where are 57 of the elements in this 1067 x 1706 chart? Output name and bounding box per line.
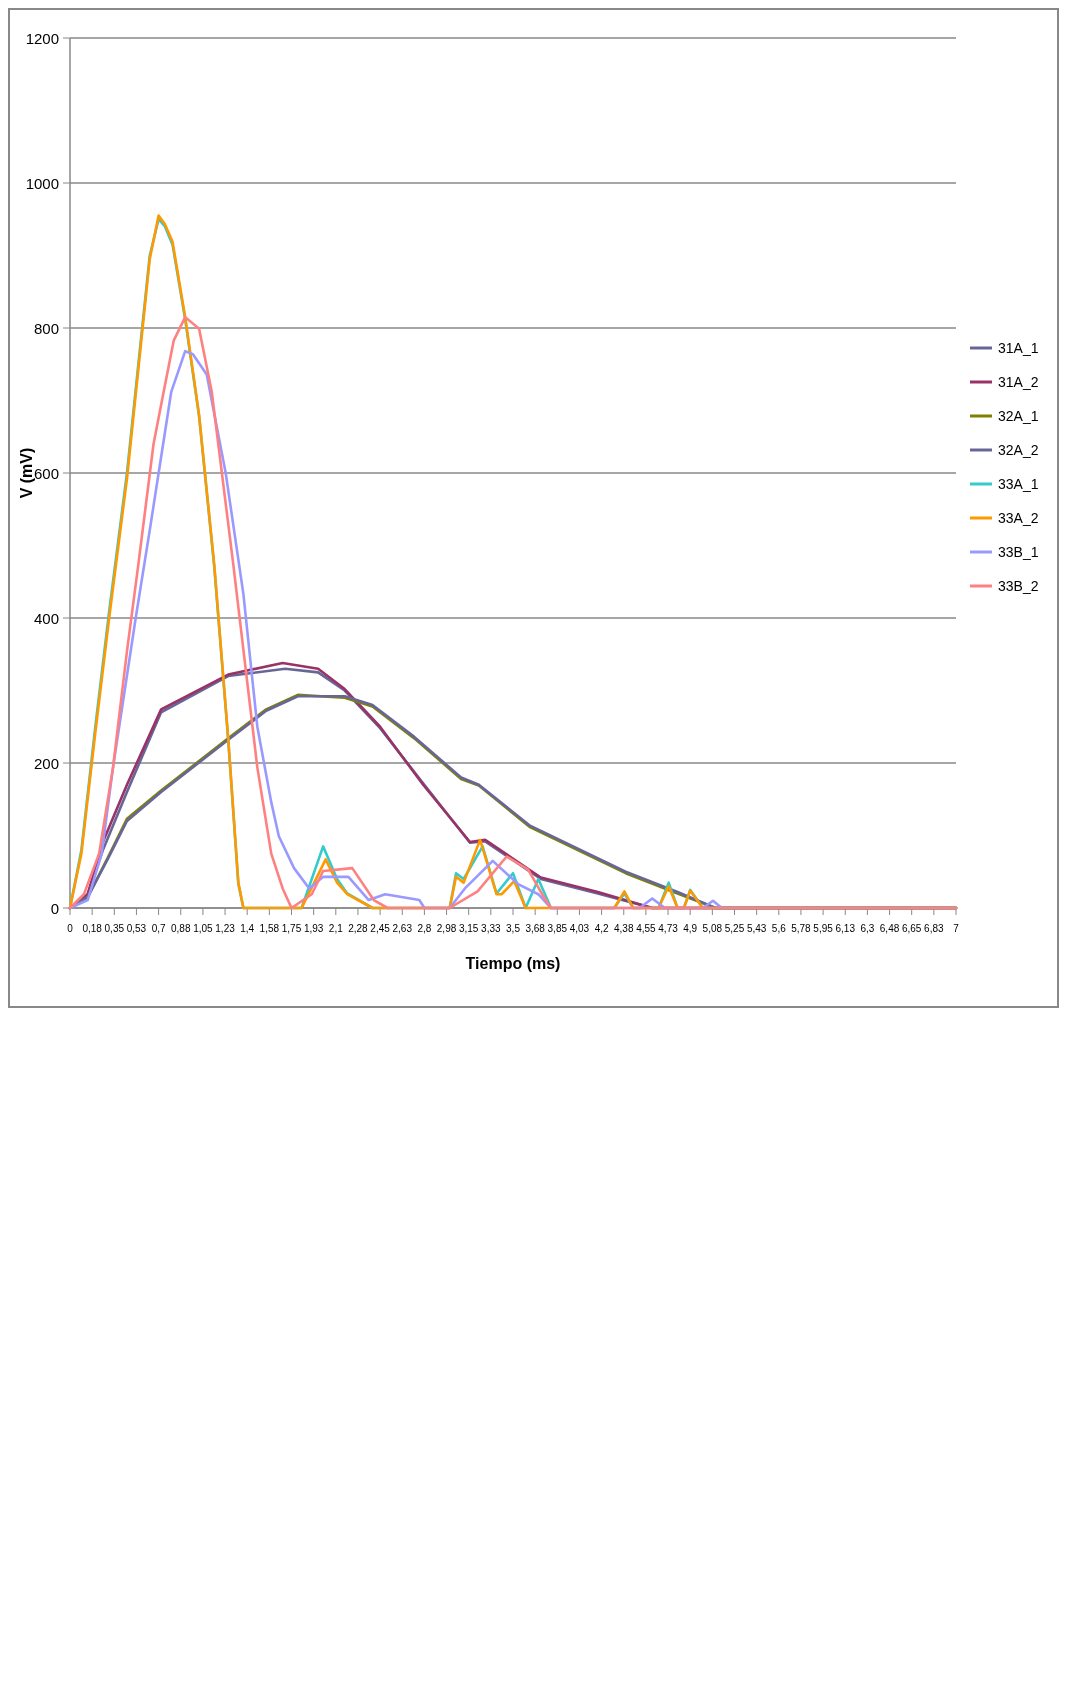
x-tick-label: 1,75 <box>281 922 302 934</box>
x-tick-label: 2,45 <box>370 922 391 934</box>
x-tick-label: 1,58 <box>259 922 280 934</box>
x-tick-label: 4,2 <box>594 922 609 934</box>
x-tick-label: 0,35 <box>104 922 125 934</box>
x-tick-label: 6,13 <box>835 922 856 934</box>
x-tick-label: 2,8 <box>417 922 432 934</box>
legend-label: 31A_2 <box>998 374 1039 390</box>
x-tick-label: 0,53 <box>126 922 147 934</box>
x-tick-label: 3,15 <box>458 922 479 934</box>
legend-label: 33B_1 <box>998 544 1039 560</box>
y-tick-label: 200 <box>33 754 59 772</box>
x-tick-label: 6,48 <box>879 922 900 934</box>
x-tick-label: 2,1 <box>328 922 344 934</box>
x-tick-label: 0,18 <box>82 922 103 934</box>
legend-label: 32A_2 <box>998 442 1039 458</box>
x-tick-label: 1,05 <box>193 922 214 934</box>
y-tick-label: 1000 <box>25 174 59 192</box>
y-tick-label: 1200 <box>25 29 59 47</box>
x-tick-label: 0,88 <box>171 922 191 934</box>
x-tick-label: 0 <box>67 922 74 934</box>
x-tick-label: 4,55 <box>636 922 657 934</box>
y-axis-title: V (mV) <box>17 447 35 499</box>
y-tick-label: 800 <box>33 319 59 337</box>
legend-label: 33A_2 <box>998 510 1039 526</box>
legend-label: 32A_1 <box>998 408 1039 424</box>
x-tick-label: 1,23 <box>215 922 236 934</box>
x-tick-label: 4,73 <box>658 922 679 934</box>
x-tick-label: 2,98 <box>436 922 457 934</box>
x-tick-label: 2,63 <box>392 922 413 934</box>
x-tick-label: 5,95 <box>813 922 834 934</box>
x-tick-label: 3,85 <box>547 922 568 934</box>
y-tick-label: 0 <box>50 899 59 917</box>
x-tick-label: 3,68 <box>525 922 546 934</box>
x-tick-label: 6,65 <box>901 922 922 934</box>
x-tick-label: 6,83 <box>924 922 945 934</box>
x-tick-label: 6,3 <box>860 922 875 934</box>
x-tick-label: 3,33 <box>481 922 502 934</box>
x-tick-label: 2,28 <box>348 922 369 934</box>
x-tick-label: 5,08 <box>702 922 723 934</box>
x-tick-label: 4,9 <box>683 922 698 934</box>
x-tick-label: 5,43 <box>746 922 767 934</box>
x-tick-label: 4,03 <box>569 922 590 934</box>
x-tick-label: 1,4 <box>240 922 255 934</box>
x-tick-label: 3,5 <box>506 922 521 934</box>
x-tick-label: 1,93 <box>303 922 324 934</box>
x-tick-label: 4,38 <box>614 922 634 934</box>
y-tick-label: 400 <box>33 609 59 627</box>
legend-label: 33A_1 <box>998 476 1039 492</box>
x-tick-label: 0,7 <box>151 922 166 934</box>
legend-label: 31A_1 <box>998 340 1039 356</box>
x-axis-title: Tiempo (ms) <box>465 954 561 972</box>
legend-label: 33B_2 <box>998 578 1039 594</box>
x-tick-label: 5,78 <box>791 922 812 934</box>
x-tick-label: 5,6 <box>771 922 787 934</box>
x-tick-label: 7 <box>953 922 960 934</box>
x-tick-label: 5,25 <box>724 922 745 934</box>
